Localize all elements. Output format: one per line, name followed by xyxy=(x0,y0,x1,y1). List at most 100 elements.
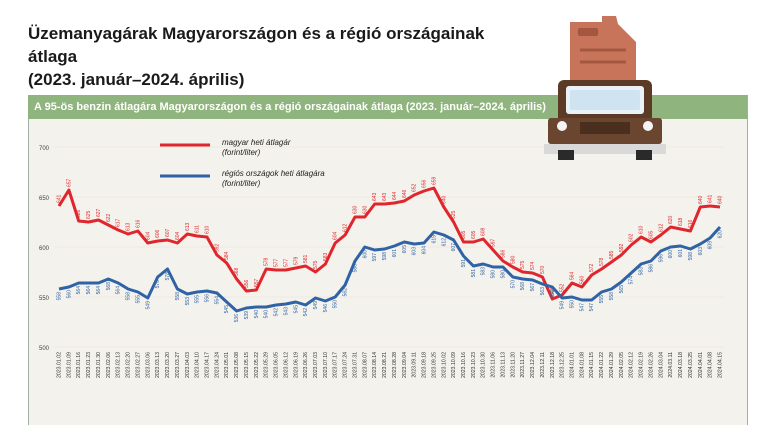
x-tick-label: 2023.10.09 xyxy=(451,352,457,378)
x-tick-label: 2023.12.25 xyxy=(560,352,566,378)
data-label-region: 558 xyxy=(609,292,615,301)
x-tick-label: 2023.04.03 xyxy=(185,352,191,378)
data-label-region: 555 xyxy=(195,295,201,304)
legend-label-region-2: (forint/liter) xyxy=(222,179,261,188)
series-line-region xyxy=(58,225,722,313)
data-label-hungary: 640 xyxy=(718,195,724,204)
data-label-hungary: 578 xyxy=(599,257,605,266)
data-label-hungary: 583 xyxy=(323,252,329,261)
y-tick-label: 600 xyxy=(39,246,50,252)
x-tick-label: 2024.03.18 xyxy=(678,352,684,378)
data-label-hungary: 556 xyxy=(244,279,250,288)
x-tick-label: 2023.11.20 xyxy=(510,352,516,378)
x-tick-label: 2024.02.26 xyxy=(648,352,654,378)
data-label-hungary: 572 xyxy=(589,263,595,272)
legend-label-hungary-2: (forint/liter) xyxy=(222,148,261,157)
data-label-hungary: 652 xyxy=(412,183,418,192)
data-label-hungary: 641 xyxy=(57,194,63,203)
data-label-region: 550 xyxy=(333,300,339,309)
x-tick-label: 2023.07.31 xyxy=(352,352,358,378)
x-tick-label: 2023.03.20 xyxy=(165,352,171,378)
x-tick-label: 2023.07.17 xyxy=(333,352,339,378)
data-label-region: 542 xyxy=(274,308,280,317)
x-tick-label: 2023.11.27 xyxy=(520,352,526,378)
x-tick-label: 2023.03.13 xyxy=(155,352,161,378)
data-label-region: 550 xyxy=(570,300,576,309)
data-label-region: 612 xyxy=(441,238,447,247)
x-tick-label: 2024.01.15 xyxy=(589,352,595,378)
data-label-hungary: 625 xyxy=(451,210,457,219)
data-label-hungary: 581 xyxy=(303,254,309,263)
data-label-hungary: 627 xyxy=(96,208,102,217)
x-tick-label: 2023.01.23 xyxy=(86,352,92,378)
data-label-region: 603 xyxy=(698,247,704,256)
data-label-hungary: 656 xyxy=(422,179,428,188)
data-label-region: 536 xyxy=(234,314,240,323)
x-tick-label: 2023.05.01 xyxy=(224,352,230,378)
data-label-hungary: 577 xyxy=(274,258,280,267)
data-label-region: 565 xyxy=(619,285,625,294)
data-label-hungary: 630 xyxy=(362,205,368,214)
data-label-hungary: 586 xyxy=(500,249,506,258)
x-tick-label: 2023.05.08 xyxy=(234,352,240,378)
data-label-region: 564 xyxy=(86,286,92,295)
data-label-hungary: 585 xyxy=(609,250,615,259)
data-label-region: 570 xyxy=(510,280,516,289)
title-line-2: (2023. január–2024. április) xyxy=(28,70,245,89)
data-label-hungary: 564 xyxy=(570,271,576,280)
data-label-hungary: 657 xyxy=(66,178,72,187)
data-label-hungary: 613 xyxy=(126,222,132,231)
fuel-truck-icon xyxy=(544,16,666,160)
data-label-hungary: 613 xyxy=(185,222,191,231)
x-tick-label: 2023.08.21 xyxy=(382,352,388,378)
data-label-hungary: 626 xyxy=(76,209,82,218)
data-label-hungary: 604 xyxy=(145,231,151,240)
data-label-region: 549 xyxy=(145,301,151,310)
x-tick-label: 2023.04.10 xyxy=(195,352,201,378)
x-tick-label: 2024.01.01 xyxy=(570,352,576,378)
y-tick-label: 500 xyxy=(39,346,50,352)
x-tick-label: 2023.02.20 xyxy=(126,352,132,378)
x-tick-label: 2023.01.02 xyxy=(57,352,63,378)
data-label-hungary: 580 xyxy=(510,255,516,264)
y-tick-label: 650 xyxy=(39,196,50,202)
data-label-region: 568 xyxy=(520,282,526,291)
data-label-region: 601 xyxy=(678,249,684,258)
data-label-region: 574 xyxy=(629,276,635,285)
x-tick-label: 2023.06.12 xyxy=(283,352,289,378)
data-label-region: 539 xyxy=(244,311,250,320)
x-tick-label: 2024.04.15 xyxy=(718,352,724,378)
data-label-region: 586 xyxy=(648,264,654,273)
y-tick-label: 700 xyxy=(39,146,50,152)
data-label-hungary: 584 xyxy=(224,251,230,260)
x-tick-label: 2023.12.18 xyxy=(550,352,556,378)
data-label-region: 597 xyxy=(372,253,378,262)
data-label-hungary: 643 xyxy=(382,192,388,201)
data-label-region: 598 xyxy=(382,252,388,261)
data-label-hungary: 644 xyxy=(392,191,398,200)
x-tick-label: 2024.03.25 xyxy=(688,352,694,378)
data-label-region: 580 xyxy=(500,270,506,279)
x-tick-label: 2023.10.23 xyxy=(471,352,477,378)
data-label-hungary: 606 xyxy=(155,229,161,238)
data-label-hungary: 616 xyxy=(688,219,694,228)
x-tick-label: 2023.10.02 xyxy=(441,352,447,378)
legend-label-region-1: régiós országok heti átlagára xyxy=(222,169,325,178)
data-label-hungary: 618 xyxy=(678,217,684,226)
data-label-region: 601 xyxy=(392,249,398,258)
x-tick-label: 2023.03.06 xyxy=(145,352,151,378)
data-label-region: 620 xyxy=(718,230,724,239)
x-tick-label: 2024.04.01 xyxy=(698,352,704,378)
data-label-region: 591 xyxy=(461,259,467,268)
x-tick-label: 2023.06.26 xyxy=(303,352,309,378)
data-label-region: 578 xyxy=(165,272,171,281)
data-label-region: 558 xyxy=(57,292,63,301)
x-tick-label: 2023.01.16 xyxy=(76,352,82,378)
data-label-region: 564 xyxy=(116,286,122,295)
data-label-hungary: 592 xyxy=(619,243,625,252)
data-label-hungary: 557 xyxy=(254,278,260,287)
data-label-hungary: 607 xyxy=(165,228,171,237)
data-label-hungary: 577 xyxy=(283,258,289,267)
x-tick-label: 2024.02.12 xyxy=(629,352,635,378)
